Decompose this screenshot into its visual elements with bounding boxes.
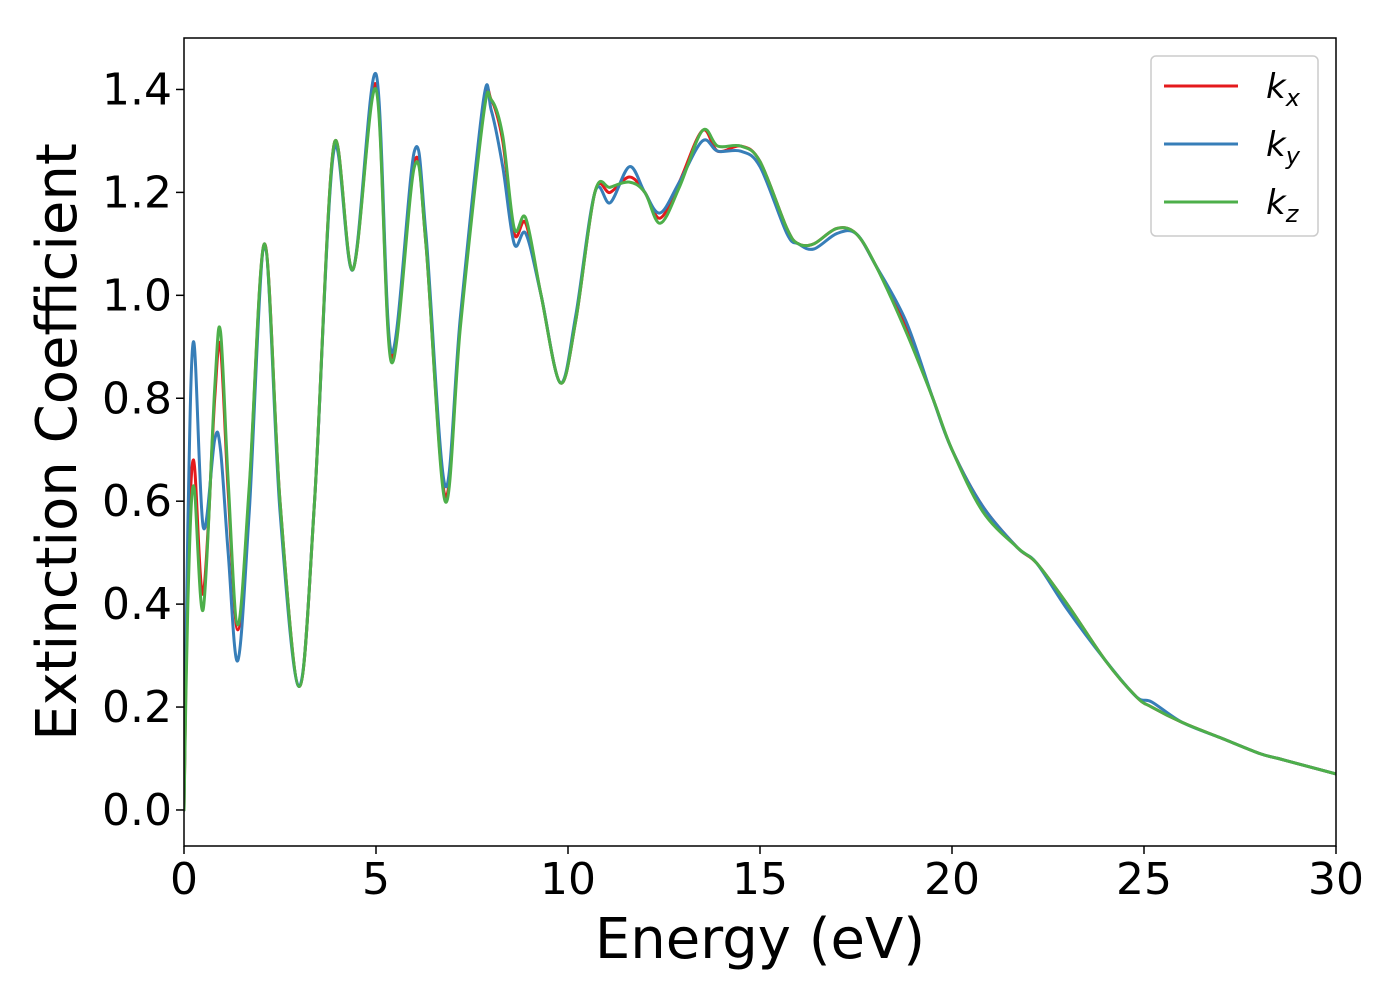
y-tick-label: 1.4: [102, 64, 172, 115]
y-axis: 0.0 0.2 0.4 0.6 0.8 1.0 1.2 1.4: [102, 64, 184, 836]
y-tick-label: 0.6: [102, 476, 172, 527]
y-tick-label: 1.2: [102, 167, 172, 218]
plot-area: [183, 37, 1337, 847]
x-tick-label: 5: [362, 854, 390, 905]
legend: kx ky kz: [1150, 55, 1319, 237]
x-tick-label: 25: [1116, 854, 1172, 905]
x-tick-label: 0: [170, 854, 198, 905]
y-axis-label: Extinction Coefficient: [25, 143, 90, 741]
y-tick-label: 0.2: [102, 682, 172, 733]
y-tick-label: 1.0: [102, 270, 172, 321]
series-layer: [184, 72, 1336, 812]
x-tick-label: 30: [1308, 854, 1364, 905]
legend-label-kx: kx: [1266, 67, 1301, 112]
y-tick-label: 0.4: [102, 579, 172, 630]
legend-label-ky: ky: [1266, 125, 1301, 170]
x-tick-label: 15: [732, 854, 788, 905]
legend-label-kz: kz: [1266, 183, 1300, 228]
series-line-kz: [184, 87, 1336, 812]
y-tick-label: 0.8: [102, 373, 172, 424]
x-axis-label: Energy (eV): [595, 907, 925, 972]
y-tick-label: 0.0: [102, 785, 172, 836]
x-tick-label: 10: [540, 854, 596, 905]
x-axis: 0 5 10 15 20 25 30: [170, 846, 1364, 905]
x-tick-label: 20: [924, 854, 980, 905]
legend-box: [1150, 55, 1319, 237]
